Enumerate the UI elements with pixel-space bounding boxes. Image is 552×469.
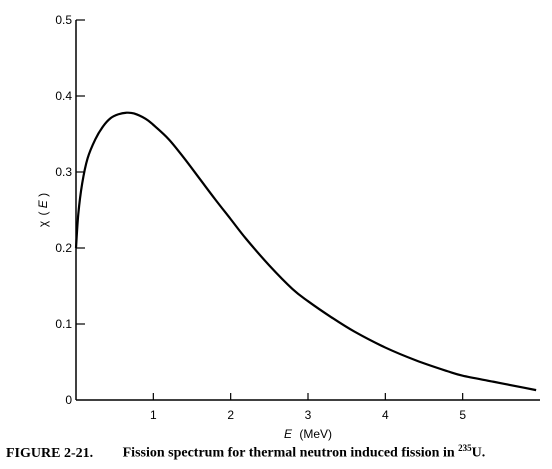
y-tick-label: 0 (65, 393, 72, 407)
y-tick-label: 0.3 (55, 165, 72, 179)
x-tick-label: 1 (150, 408, 157, 422)
x-axis-label-unit: (MeV) (299, 427, 332, 441)
x-tick-label: 3 (305, 408, 312, 422)
caption-text: Fission spectrum for thermal neutron ind… (122, 445, 455, 461)
isotope-mass-number: 235 (458, 443, 472, 453)
x-tick-label: 4 (382, 408, 389, 422)
y-axis-label-symbol: χ (36, 220, 50, 227)
figure-number: FIGURE 2-21. (6, 445, 94, 461)
figure-caption: FIGURE 2-21. Fission spectrum for therma… (6, 443, 546, 462)
fission-spectrum-curve (74, 111, 537, 392)
y-ticks: 0 0.1 0.2 0.3 0.4 0.5 (55, 13, 85, 407)
y-axis-label-open-paren: ( (36, 212, 50, 216)
y-axis-label-var: E (36, 199, 50, 208)
series-layer (74, 111, 537, 392)
x-tick-label: 5 (459, 408, 466, 422)
x-ticks: 1 2 3 4 5 (150, 393, 466, 422)
y-tick-label: 0.1 (55, 317, 72, 331)
x-tick-label: 2 (227, 408, 234, 422)
isotope-symbol: U. (471, 445, 486, 461)
x-axis-label-var: E (284, 427, 293, 441)
y-tick-label: 0.5 (55, 13, 72, 27)
axes (75, 20, 540, 401)
y-axis-label-close-paren: ) (36, 193, 50, 197)
x-axis-label: E (MeV) (284, 427, 332, 441)
y-tick-label: 0.2 (55, 241, 72, 255)
y-axis-label: χ ( E ) (36, 193, 50, 227)
y-tick-label: 0.4 (55, 89, 72, 103)
